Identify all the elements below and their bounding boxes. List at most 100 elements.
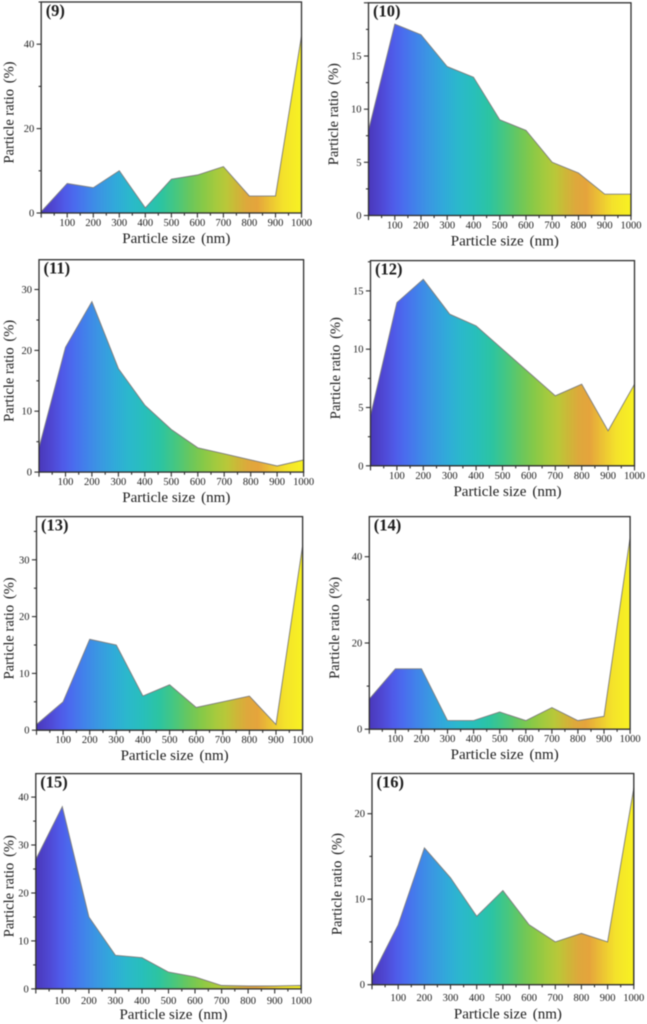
svg-text:800: 800 (571, 221, 587, 232)
svg-text:30: 30 (19, 555, 30, 566)
svg-text:200: 200 (81, 996, 97, 1007)
svg-text:1000: 1000 (291, 218, 312, 229)
svg-text:0: 0 (27, 468, 32, 479)
svg-text:0: 0 (358, 461, 363, 472)
svg-text:900: 900 (597, 221, 613, 232)
svg-text:1000: 1000 (624, 471, 645, 482)
svg-text:100: 100 (59, 218, 75, 229)
svg-text:600: 600 (190, 477, 206, 488)
svg-text:800: 800 (574, 471, 590, 482)
svg-text:700: 700 (214, 996, 230, 1007)
svg-text:20: 20 (19, 612, 30, 623)
svg-text:600: 600 (190, 218, 206, 229)
svg-text:40: 40 (352, 552, 363, 563)
svg-text:800: 800 (242, 218, 258, 229)
svg-text:400: 400 (137, 477, 153, 488)
svg-text:Particle size (nm): Particle size (nm) (454, 1007, 562, 1023)
svg-text:500: 500 (161, 996, 177, 1007)
svg-text:200: 200 (413, 221, 429, 232)
svg-text:1000: 1000 (620, 734, 641, 745)
svg-text:500: 500 (495, 993, 511, 1004)
svg-text:0: 0 (24, 726, 29, 737)
svg-text:900: 900 (267, 996, 283, 1007)
svg-text:200: 200 (84, 477, 100, 488)
svg-text:500: 500 (492, 734, 508, 745)
svg-text:0: 0 (360, 980, 365, 991)
svg-text:600: 600 (187, 996, 203, 1007)
svg-text:Particle size (nm): Particle size (nm) (122, 231, 230, 247)
svg-text:100: 100 (388, 734, 404, 745)
svg-text:500: 500 (495, 471, 511, 482)
svg-text:Particle size (nm): Particle size (nm) (451, 234, 559, 250)
svg-text:300: 300 (111, 477, 127, 488)
svg-text:800: 800 (570, 734, 586, 745)
svg-text:Particle size (nm): Particle size (nm) (119, 1007, 227, 1023)
svg-text:20: 20 (24, 124, 35, 135)
svg-text:400: 400 (134, 996, 150, 1007)
svg-text:1000: 1000 (291, 996, 312, 1007)
svg-text:400: 400 (137, 218, 153, 229)
svg-text:200: 200 (414, 734, 430, 745)
svg-text:400: 400 (468, 471, 484, 482)
svg-text:600: 600 (521, 471, 537, 482)
svg-text:(12): (12) (375, 259, 403, 278)
svg-text:30: 30 (18, 841, 29, 852)
svg-text:Particle size (nm): Particle size (nm) (453, 484, 561, 500)
svg-text:700: 700 (544, 734, 560, 745)
svg-text:0: 0 (24, 984, 29, 995)
svg-text:10: 10 (19, 669, 30, 680)
svg-text:0: 0 (357, 725, 362, 736)
svg-text:20: 20 (352, 639, 363, 650)
svg-text:500: 500 (162, 735, 178, 746)
svg-text:10: 10 (353, 345, 364, 356)
svg-text:300: 300 (108, 996, 124, 1007)
svg-text:0: 0 (29, 209, 34, 220)
svg-text:Particle ratio (%): Particle ratio (%) (2, 835, 18, 937)
svg-text:15: 15 (351, 52, 362, 63)
svg-text:900: 900 (268, 218, 284, 229)
svg-text:400: 400 (466, 734, 482, 745)
svg-text:20: 20 (355, 809, 366, 820)
svg-text:300: 300 (440, 734, 456, 745)
svg-text:200: 200 (417, 993, 433, 1004)
svg-text:100: 100 (390, 993, 406, 1004)
svg-text:Particle ratio (%): Particle ratio (%) (330, 833, 346, 935)
svg-text:20: 20 (18, 889, 29, 900)
svg-text:30: 30 (22, 285, 33, 296)
svg-text:(16): (16) (377, 772, 405, 791)
svg-text:300: 300 (443, 993, 459, 1004)
svg-text:700: 700 (547, 471, 563, 482)
svg-text:900: 900 (269, 477, 285, 488)
svg-text:100: 100 (389, 471, 405, 482)
svg-text:500: 500 (164, 218, 180, 229)
svg-text:Particle size (nm): Particle size (nm) (122, 490, 230, 506)
svg-text:(9): (9) (46, 1, 65, 20)
svg-text:800: 800 (240, 996, 256, 1007)
svg-text:1000: 1000 (621, 221, 642, 232)
svg-text:5: 5 (356, 158, 361, 169)
svg-text:800: 800 (574, 993, 590, 1004)
svg-text:Particle ratio (%): Particle ratio (%) (2, 61, 18, 163)
svg-text:900: 900 (600, 471, 616, 482)
svg-text:Particle ratio (%): Particle ratio (%) (2, 577, 18, 679)
svg-text:(13): (13) (41, 515, 69, 534)
svg-text:700: 700 (216, 218, 232, 229)
svg-text:(11): (11) (44, 259, 71, 278)
svg-text:300: 300 (108, 735, 124, 746)
svg-text:600: 600 (521, 993, 537, 1004)
svg-text:10: 10 (18, 936, 29, 947)
svg-text:10: 10 (22, 407, 33, 418)
svg-text:400: 400 (469, 993, 485, 1004)
svg-text:900: 900 (600, 993, 616, 1004)
svg-text:300: 300 (111, 218, 127, 229)
svg-text:(10): (10) (373, 2, 401, 21)
svg-text:700: 700 (547, 993, 563, 1004)
svg-text:800: 800 (243, 477, 259, 488)
svg-text:5: 5 (358, 403, 363, 414)
svg-text:100: 100 (387, 221, 403, 232)
svg-text:200: 200 (415, 471, 431, 482)
svg-text:Particle ratio (%): Particle ratio (%) (2, 320, 18, 422)
svg-text:40: 40 (18, 793, 29, 804)
svg-text:Particle ratio (%): Particle ratio (%) (328, 317, 344, 419)
svg-text:(14): (14) (374, 515, 402, 534)
